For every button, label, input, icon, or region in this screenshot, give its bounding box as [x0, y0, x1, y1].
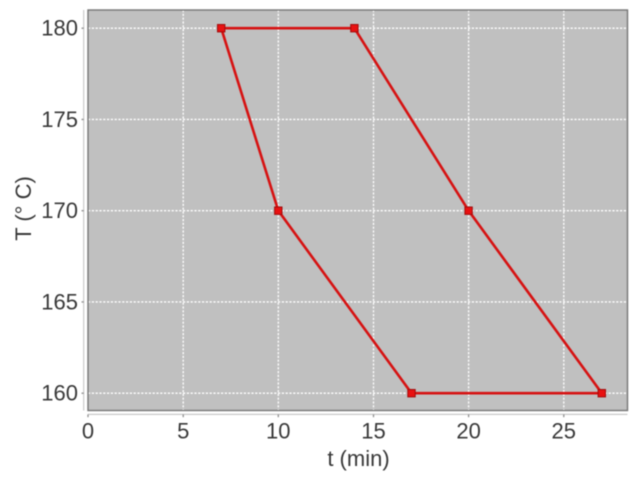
svg-text:180: 180	[41, 16, 78, 41]
svg-text:5: 5	[177, 419, 189, 444]
svg-text:165: 165	[41, 289, 78, 314]
svg-text:t (min): t (min)	[327, 446, 389, 471]
svg-text:170: 170	[41, 198, 78, 223]
svg-text:160: 160	[41, 381, 78, 406]
svg-text:0: 0	[82, 419, 94, 444]
svg-text:10: 10	[266, 419, 290, 444]
svg-text:T (° C): T (° C)	[11, 176, 36, 241]
svg-text:15: 15	[361, 419, 385, 444]
svg-text:175: 175	[41, 107, 78, 132]
svg-text:25: 25	[552, 419, 576, 444]
svg-text:20: 20	[456, 419, 480, 444]
